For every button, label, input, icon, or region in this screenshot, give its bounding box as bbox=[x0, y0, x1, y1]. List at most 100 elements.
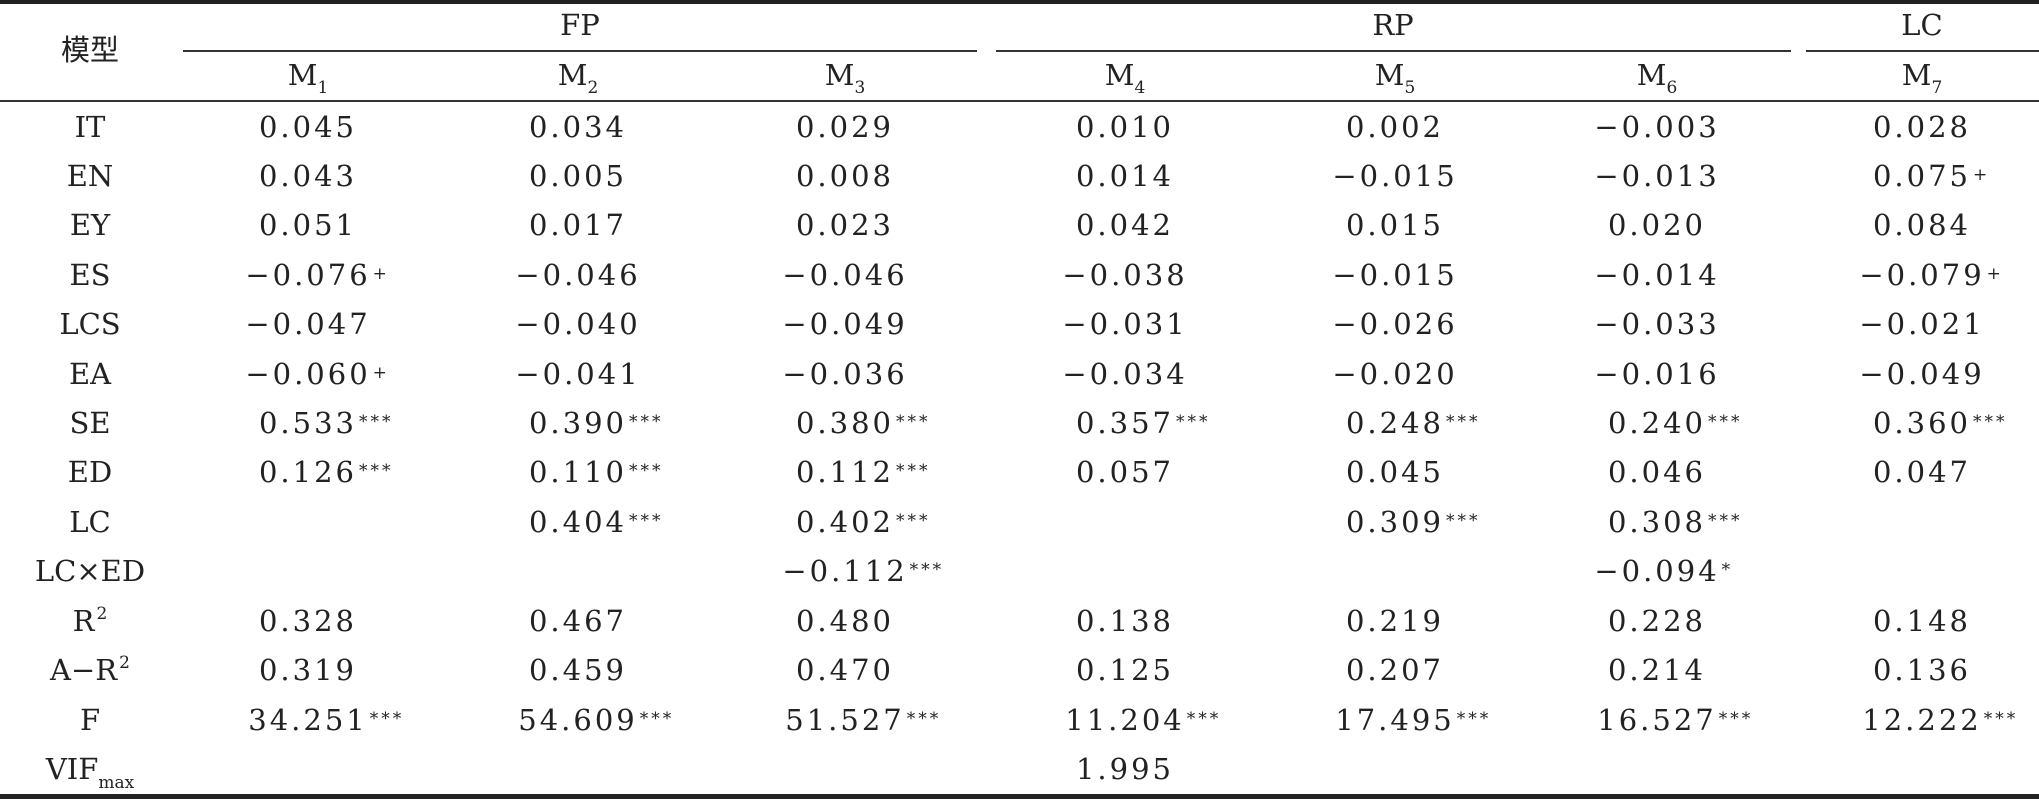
cell-value: 0.023 bbox=[795, 208, 895, 242]
row-label-text: EA bbox=[68, 357, 112, 391]
cell-value: −0.034 bbox=[1062, 357, 1188, 391]
row-label-sub: max bbox=[98, 773, 135, 793]
cell-value: 0.042 bbox=[1075, 208, 1175, 242]
cell-value: 0.002 bbox=[1345, 110, 1445, 144]
table-cell: 0.057 bbox=[1025, 452, 1225, 492]
cell-value: 51.527 *** bbox=[785, 703, 938, 737]
significance-mark: + bbox=[372, 264, 390, 284]
significance-mark: + bbox=[1986, 264, 2004, 284]
row-label-text: ED bbox=[67, 455, 113, 489]
cell-value: −0.040 bbox=[515, 307, 641, 341]
table-cell: 0.402 *** bbox=[745, 502, 945, 542]
cell-value: 0.138 bbox=[1075, 604, 1175, 638]
cell-value: 0.051 bbox=[258, 208, 358, 242]
model-header-sub: 1 bbox=[317, 78, 329, 98]
table-cell: 0.002 bbox=[1295, 107, 1495, 147]
table-cell: 0.015 bbox=[1295, 205, 1495, 245]
cell-value: −0.036 bbox=[782, 357, 908, 391]
cell-value: 0.029 bbox=[795, 110, 895, 144]
table-cell: 54.609 *** bbox=[478, 700, 678, 740]
cell-value: 0.404 *** bbox=[529, 505, 661, 539]
significance-mark: *** bbox=[1718, 709, 1754, 729]
table-cell: 0.043 bbox=[208, 156, 408, 196]
model-header-base: M bbox=[287, 58, 318, 92]
table-cell: 0.207 bbox=[1295, 650, 1495, 690]
significance-mark: + bbox=[372, 363, 390, 383]
model-header-sub: 6 bbox=[1666, 78, 1678, 98]
table-cell: −0.040 bbox=[478, 304, 678, 344]
cell-value: 0.136 bbox=[1872, 653, 1972, 687]
cell-value: −0.016 bbox=[1594, 357, 1720, 391]
model-header: M5 bbox=[1335, 55, 1455, 100]
table-cell: 0.029 bbox=[745, 107, 945, 147]
row-label-sup: 2 bbox=[96, 604, 108, 624]
row-label-text: EN bbox=[66, 159, 114, 193]
table-cell: −0.036 bbox=[745, 354, 945, 394]
cell-value: −0.015 bbox=[1332, 159, 1458, 193]
significance-mark: + bbox=[1973, 165, 1991, 185]
table-cell: 0.020 bbox=[1557, 205, 1757, 245]
table-cell: 0.240 *** bbox=[1557, 403, 1757, 443]
model-header-sub: 5 bbox=[1404, 78, 1416, 98]
cell-value: 17.495 *** bbox=[1335, 703, 1488, 737]
table-cell: 51.527 *** bbox=[745, 700, 945, 740]
model-header-base: M bbox=[824, 58, 855, 92]
row-label-text: SE bbox=[69, 406, 111, 440]
cell-value: 0.043 bbox=[258, 159, 358, 193]
header-rule bbox=[0, 100, 2039, 102]
table-cell: 0.148 bbox=[1822, 601, 2022, 641]
row-label: EA bbox=[0, 354, 180, 394]
table-cell: −0.034 bbox=[1025, 354, 1225, 394]
table-cell: 0.328 bbox=[208, 601, 408, 641]
row-label: LC×ED bbox=[0, 551, 180, 591]
cell-value: 0.084 bbox=[1872, 208, 1972, 242]
cell-value: 0.228 bbox=[1607, 604, 1707, 638]
table-cell: 11.204 *** bbox=[1025, 700, 1225, 740]
table-cell: −0.003 bbox=[1557, 107, 1757, 147]
table-cell: −0.047 bbox=[208, 304, 408, 344]
row-label: SE bbox=[0, 403, 180, 443]
table-cell: −0.060 + bbox=[208, 354, 408, 394]
row-label: VIFmax bbox=[0, 749, 180, 794]
table-cell: −0.046 bbox=[478, 255, 678, 295]
model-header-base: M bbox=[1104, 58, 1135, 92]
significance-mark: *** bbox=[1983, 709, 2019, 729]
table-cell: 0.357 *** bbox=[1025, 403, 1225, 443]
table-cell: 0.136 bbox=[1822, 650, 2022, 690]
cell-value: 0.125 bbox=[1075, 653, 1175, 687]
cell-value: −0.020 bbox=[1332, 357, 1458, 391]
cell-value: 0.034 bbox=[528, 110, 628, 144]
significance-mark: *** bbox=[906, 709, 942, 729]
table-cell: −0.079 + bbox=[1822, 255, 2022, 295]
table-cell: 0.125 bbox=[1025, 650, 1225, 690]
cell-value: 0.112 *** bbox=[796, 455, 928, 489]
table-cell: 0.084 bbox=[1822, 205, 2022, 245]
model-header-sub: 2 bbox=[587, 78, 599, 98]
group-underline-fp bbox=[183, 50, 977, 52]
cell-value: 0.008 bbox=[795, 159, 895, 193]
table-cell: 0.533 *** bbox=[208, 403, 408, 443]
table-cell: −0.015 bbox=[1295, 156, 1495, 196]
model-header: M1 bbox=[248, 55, 368, 100]
significance-mark: * bbox=[1721, 560, 1734, 580]
cell-value: 0.248 *** bbox=[1346, 406, 1478, 440]
table-cell: −0.038 bbox=[1025, 255, 1225, 295]
row-label: ES bbox=[0, 255, 180, 295]
table-cell: 0.360 *** bbox=[1822, 403, 2022, 443]
model-header: M2 bbox=[518, 55, 638, 100]
cell-value: −0.031 bbox=[1062, 307, 1188, 341]
significance-mark: *** bbox=[629, 461, 664, 481]
cell-value: −0.079 + bbox=[1859, 258, 2001, 292]
table-cell: 0.045 bbox=[208, 107, 408, 147]
table-cell: −0.076 + bbox=[208, 255, 408, 295]
top-rule bbox=[0, 0, 2039, 4]
table-cell: 0.248 *** bbox=[1295, 403, 1495, 443]
table-cell: 0.228 bbox=[1557, 601, 1757, 641]
table-cell: 0.046 bbox=[1557, 452, 1757, 492]
cell-value: 0.402 *** bbox=[796, 505, 928, 539]
table-cell: 0.467 bbox=[478, 601, 678, 641]
model-header-base: M bbox=[1901, 58, 1932, 92]
cell-value: 0.357 *** bbox=[1076, 406, 1208, 440]
